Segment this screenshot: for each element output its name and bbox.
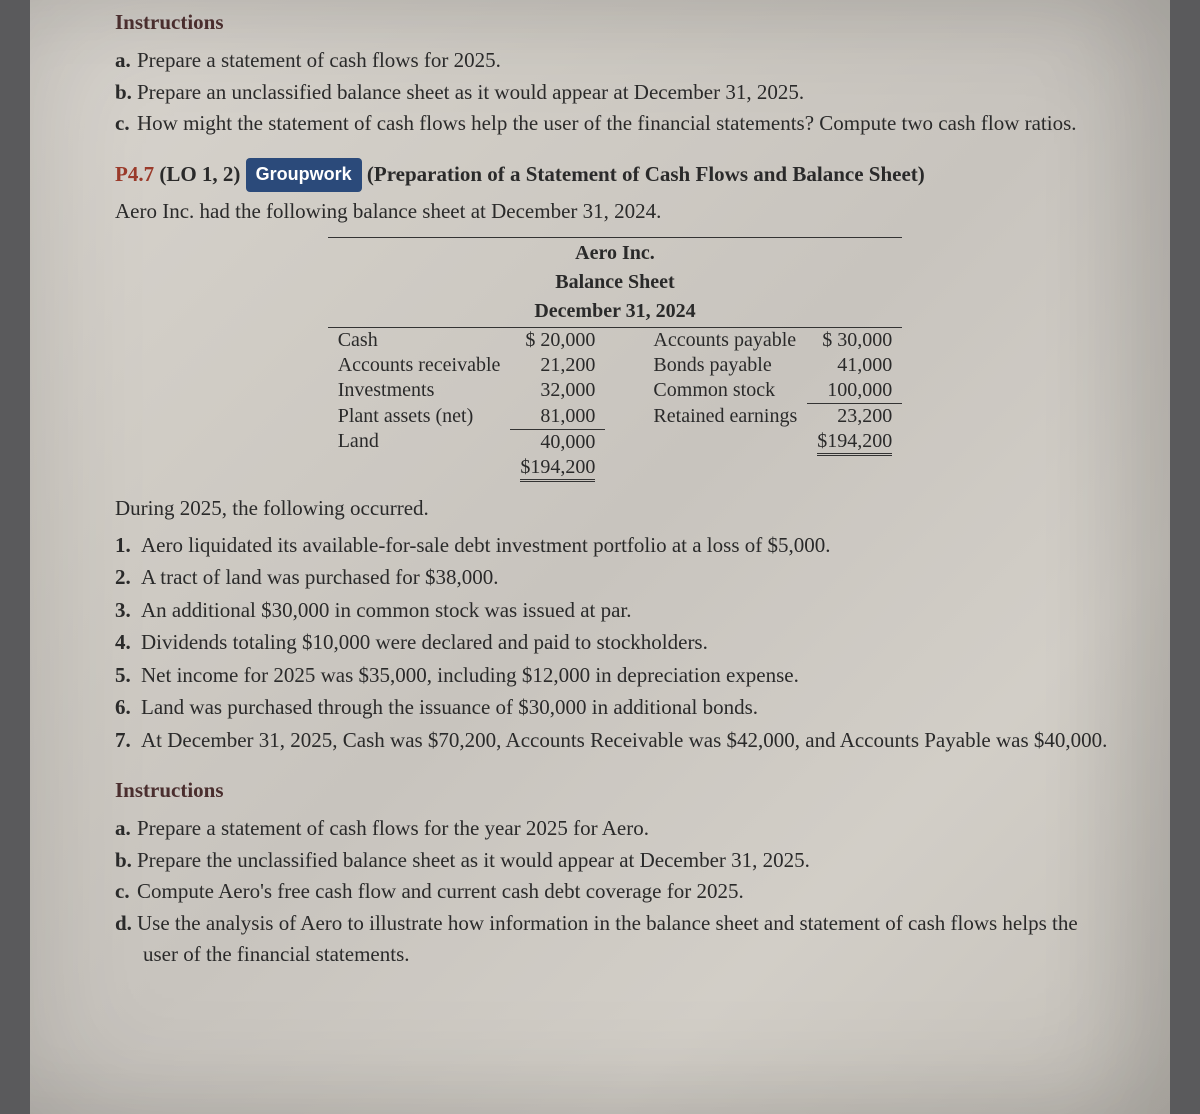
problem-body: Aero Inc. had the following balance shee…: [115, 196, 1115, 228]
list-marker: 2.: [115, 561, 141, 594]
list-marker: c.: [115, 876, 137, 908]
problem-title: (Preparation of a Statement of Cash Flow…: [367, 162, 925, 186]
list-marker: b.: [115, 845, 137, 877]
list-marker: c.: [115, 108, 137, 140]
problem-code: P4.7: [115, 162, 154, 186]
list-text: An additional $30,000 in common stock wa…: [141, 598, 632, 622]
list-item: d.Use the analysis of Aero to illustrate…: [115, 908, 1115, 971]
learning-objective: (LO 1, 2): [159, 162, 240, 186]
list-item: 6.Land was purchased through the issuanc…: [115, 691, 1115, 724]
bs-left-total: $194,200: [520, 456, 595, 482]
list-item: a.Prepare a statement of cash flows for …: [115, 45, 1115, 77]
bs-right-label: Bonds payable: [643, 353, 807, 378]
bs-left-amount: 21,200: [510, 353, 605, 378]
instructions-heading-2: Instructions: [115, 778, 1115, 803]
list-text: Net income for 2025 was $35,000, includi…: [141, 663, 799, 687]
list-marker: d.: [115, 908, 137, 940]
list-marker: 6.: [115, 691, 141, 724]
list-text: Prepare an unclassified balance sheet as…: [137, 80, 804, 104]
list-text: Use the analysis of Aero to illustrate h…: [137, 911, 1078, 967]
textbook-page: Instructions a.Prepare a statement of ca…: [30, 0, 1170, 1114]
bs-left-amount: 81,000: [510, 404, 605, 430]
list-item: 7.At December 31, 2025, Cash was $70,200…: [115, 724, 1115, 757]
bs-right-label: Retained earnings: [643, 404, 807, 430]
list-marker: a.: [115, 813, 137, 845]
instructions-list-1: a.Prepare a statement of cash flows for …: [115, 45, 1115, 140]
bs-left-label: Investments: [328, 378, 511, 404]
groupwork-badge: Groupwork: [246, 158, 362, 192]
instructions-list-2: a.Prepare a statement of cash flows for …: [115, 813, 1115, 971]
list-item: a.Prepare a statement of cash flows for …: [115, 813, 1115, 845]
list-text: Prepare a statement of cash flows for 20…: [137, 48, 501, 72]
list-marker: 4.: [115, 626, 141, 659]
list-text: Compute Aero's free cash flow and curren…: [137, 879, 744, 903]
bs-left-label: Accounts receivable: [328, 353, 511, 378]
bs-left-amount: $ 20,000: [510, 328, 605, 354]
list-text: A tract of land was purchased for $38,00…: [141, 565, 498, 589]
list-item: c.Compute Aero's free cash flow and curr…: [115, 876, 1115, 908]
bs-right-amount: 41,000: [807, 353, 902, 378]
bs-company: Aero Inc.: [575, 242, 655, 264]
list-text: Dividends totaling $10,000 were declared…: [141, 630, 708, 654]
bs-right-total: $194,200: [817, 430, 892, 456]
list-item: b.Prepare an unclassified balance sheet …: [115, 77, 1115, 109]
bs-left-label: Land: [328, 429, 511, 455]
list-marker: a.: [115, 45, 137, 77]
bs-right-label: Common stock: [643, 378, 807, 404]
list-item: 5.Net income for 2025 was $35,000, inclu…: [115, 659, 1115, 692]
during-list: 1.Aero liquidated its available-for-sale…: [115, 529, 1115, 757]
list-item: 4.Dividends totaling $10,000 were declar…: [115, 626, 1115, 659]
list-marker: 5.: [115, 659, 141, 692]
list-text: Prepare the unclassified balance sheet a…: [137, 848, 810, 872]
during-intro: During 2025, the following occurred.: [115, 496, 1115, 521]
bs-right-label: Accounts payable: [643, 328, 807, 354]
bs-right-amount: 100,000: [807, 378, 902, 404]
list-marker: b.: [115, 77, 137, 109]
problem-header: P4.7 (LO 1, 2) Groupwork (Preparation of…: [115, 158, 1115, 192]
list-text: Land was purchased through the issuance …: [141, 695, 758, 719]
list-marker: 7.: [115, 724, 141, 757]
bs-left-amount: 32,000: [510, 378, 605, 404]
list-text: Aero liquidated its available-for-sale d…: [141, 533, 830, 557]
list-marker: 1.: [115, 529, 141, 562]
list-text: How might the statement of cash flows he…: [137, 111, 1077, 135]
bs-date: December 31, 2024: [534, 300, 695, 322]
balance-sheet-table: Aero Inc. Balance Sheet December 31, 202…: [328, 237, 903, 480]
balance-sheet-heading: Aero Inc. Balance Sheet December 31, 202…: [328, 238, 903, 328]
list-item: 3.An additional $30,000 in common stock …: [115, 594, 1115, 627]
bs-right-amount: 23,200: [807, 404, 902, 430]
list-text: At December 31, 2025, Cash was $70,200, …: [141, 728, 1107, 752]
bs-left-label: Cash: [328, 328, 511, 354]
bs-statement: Balance Sheet: [555, 271, 674, 293]
instructions-heading-1: Instructions: [115, 10, 1115, 35]
list-item: c.How might the statement of cash flows …: [115, 108, 1115, 140]
list-marker: 3.: [115, 594, 141, 627]
bs-left-amount: 40,000: [510, 429, 605, 455]
list-text: Prepare a statement of cash flows for th…: [137, 816, 649, 840]
bs-left-label: Plant assets (net): [328, 404, 511, 430]
list-item: b.Prepare the unclassified balance sheet…: [115, 845, 1115, 877]
list-item: 2.A tract of land was purchased for $38,…: [115, 561, 1115, 594]
bs-right-amount: $ 30,000: [807, 328, 902, 354]
list-item: 1.Aero liquidated its available-for-sale…: [115, 529, 1115, 562]
